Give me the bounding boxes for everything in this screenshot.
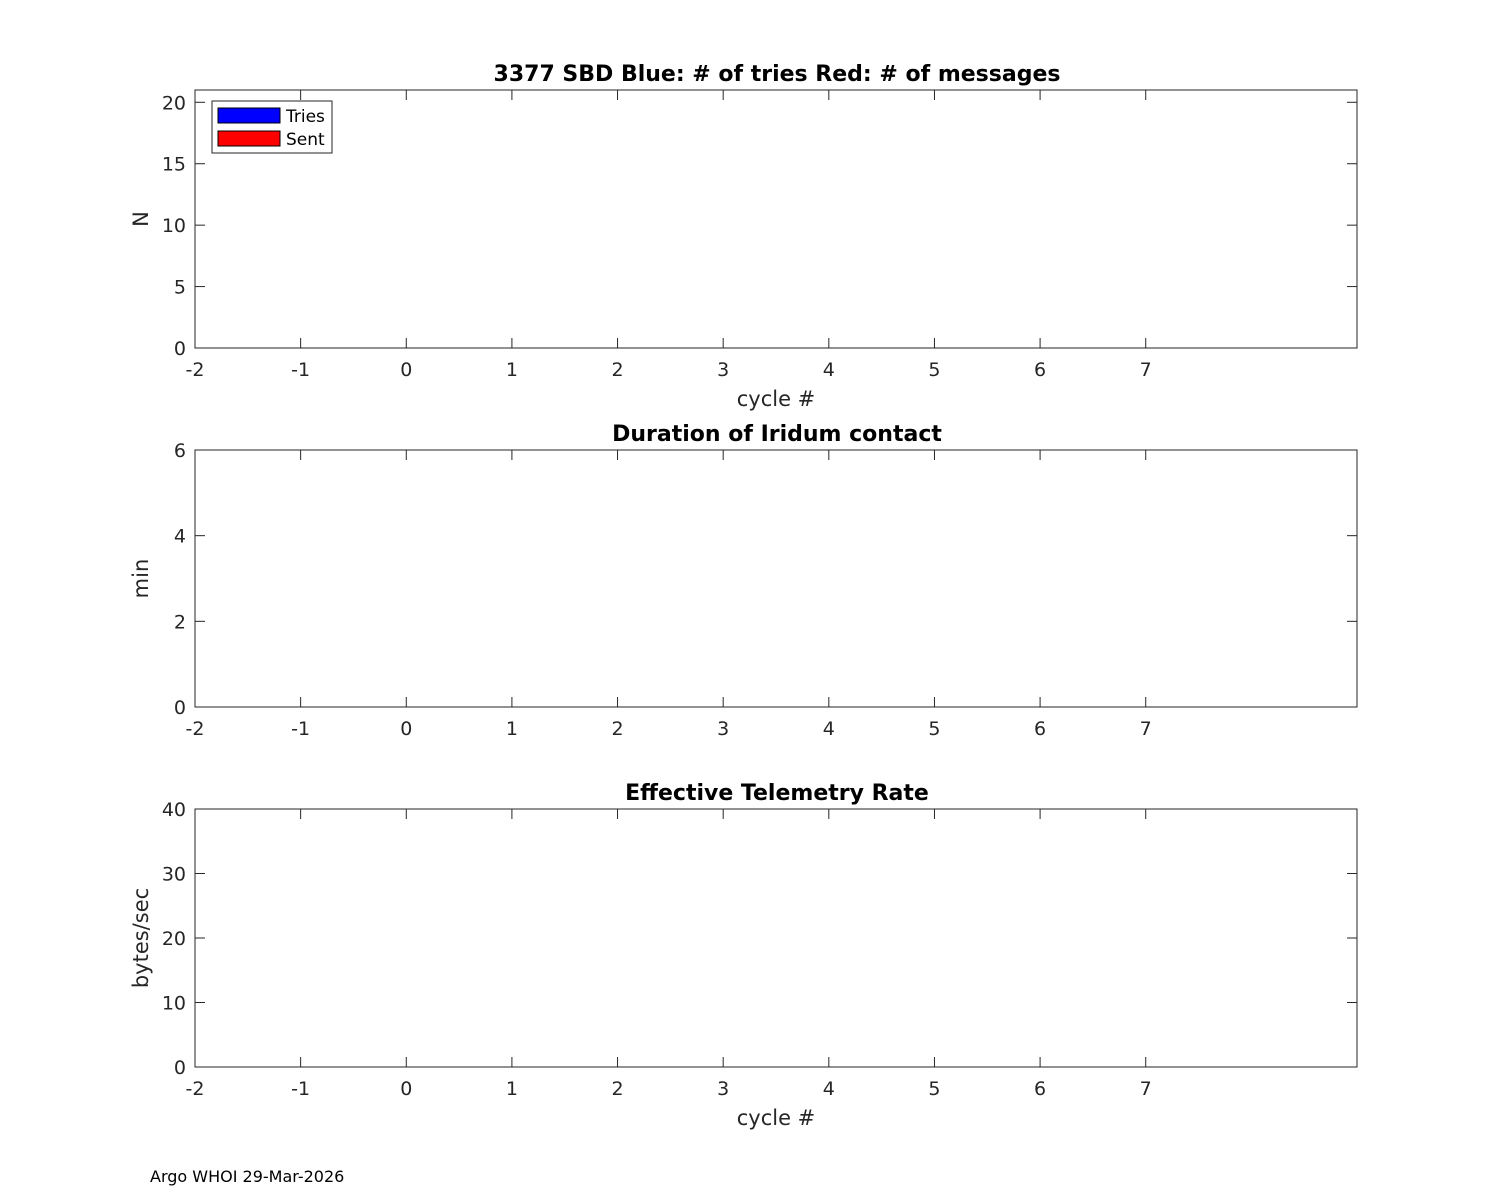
x-tick-label: 2 (611, 1078, 623, 1100)
x-tick-label: 4 (823, 359, 835, 381)
x-tick-label: -2 (186, 718, 205, 740)
x-tick-label: 0 (400, 359, 412, 381)
y-tick-label: 0 (174, 697, 186, 719)
y-tick-label: 30 (162, 864, 186, 886)
y-tick-label: 4 (174, 526, 186, 548)
axes-frame (194, 449, 1358, 708)
legend-label-tries: Tries (285, 107, 325, 127)
y-axis-label: bytes/sec (129, 888, 153, 988)
x-tick-label: 5 (928, 359, 940, 381)
x-tick-label: 3 (717, 718, 729, 740)
footer-credit: Argo WHOI 29-Mar-2026 (150, 1167, 344, 1186)
chart-title: Duration of Iridum contact (612, 422, 942, 447)
x-tick-label: 7 (1140, 359, 1152, 381)
y-tick-label: 10 (162, 993, 186, 1015)
legend-label-sent: Sent (286, 130, 325, 150)
x-tick-label: 5 (928, 1078, 940, 1100)
x-tick-label: 4 (823, 1078, 835, 1100)
x-tick-label: 1 (506, 359, 518, 381)
y-tick-label: 0 (174, 1057, 186, 1079)
x-axis-label: cycle # (737, 387, 816, 411)
y-tick-label: 15 (162, 154, 186, 176)
y-tick-label: 20 (162, 92, 186, 114)
chart-title: 3377 SBD Blue: # of tries Red: # of mess… (494, 62, 1061, 87)
x-tick-label: 7 (1140, 1078, 1152, 1100)
y-tick-label: 0 (174, 338, 186, 360)
x-tick-label: 6 (1034, 359, 1046, 381)
legend: Tries Sent (211, 100, 333, 154)
x-tick-label: 1 (506, 1078, 518, 1100)
x-tick-label: -1 (291, 1078, 310, 1100)
x-tick-label: 7 (1140, 718, 1152, 740)
x-tick-label: 4 (823, 718, 835, 740)
x-tick-label: 2 (611, 718, 623, 740)
y-tick-label: 6 (174, 440, 186, 462)
x-tick-label: -2 (186, 1078, 205, 1100)
x-axis-label: cycle # (737, 1106, 816, 1130)
y-axis-label: N (129, 211, 153, 227)
chart-title: Effective Telemetry Rate (625, 781, 929, 806)
axes-frame (194, 808, 1358, 1068)
y-tick-label: 2 (174, 611, 186, 633)
x-tick-label: 6 (1034, 1078, 1046, 1100)
x-tick-label: 5 (928, 718, 940, 740)
x-tick-label: 0 (400, 1078, 412, 1100)
iridium-duration-chart: -2 -1 0 1 2 3 4 5 6 7 0 2 4 6 Duration of Iridum conta… (129, 422, 1358, 740)
x-tick-label: -1 (291, 718, 310, 740)
legend-swatch-tries (217, 107, 281, 124)
x-tick-label: 1 (506, 718, 518, 740)
x-tick-label: 0 (400, 718, 412, 740)
x-tick-label: 6 (1034, 718, 1046, 740)
y-tick-label: 10 (162, 215, 186, 237)
telemetry-rate-chart: -2 -1 0 1 2 3 4 5 6 7 0 10 20 30 40 Effective Telemetry… (129, 781, 1358, 1130)
axes-frame (194, 89, 1358, 349)
y-tick-label: 5 (174, 277, 186, 299)
sbd-tries-chart: -2 -1 0 1 2 3 4 5 6 7 0 5 10 15 20 3377 SBD Blue: # of … (129, 62, 1358, 411)
x-tick-label: 3 (717, 359, 729, 381)
legend-swatch-sent (217, 130, 281, 147)
x-tick-label: -1 (291, 359, 310, 381)
x-tick-label: 2 (611, 359, 623, 381)
y-tick-label: 20 (162, 928, 186, 950)
x-tick-label: 3 (717, 1078, 729, 1100)
x-tick-label: -2 (186, 359, 205, 381)
y-tick-label: 40 (162, 799, 186, 821)
y-axis-label: min (129, 559, 153, 599)
